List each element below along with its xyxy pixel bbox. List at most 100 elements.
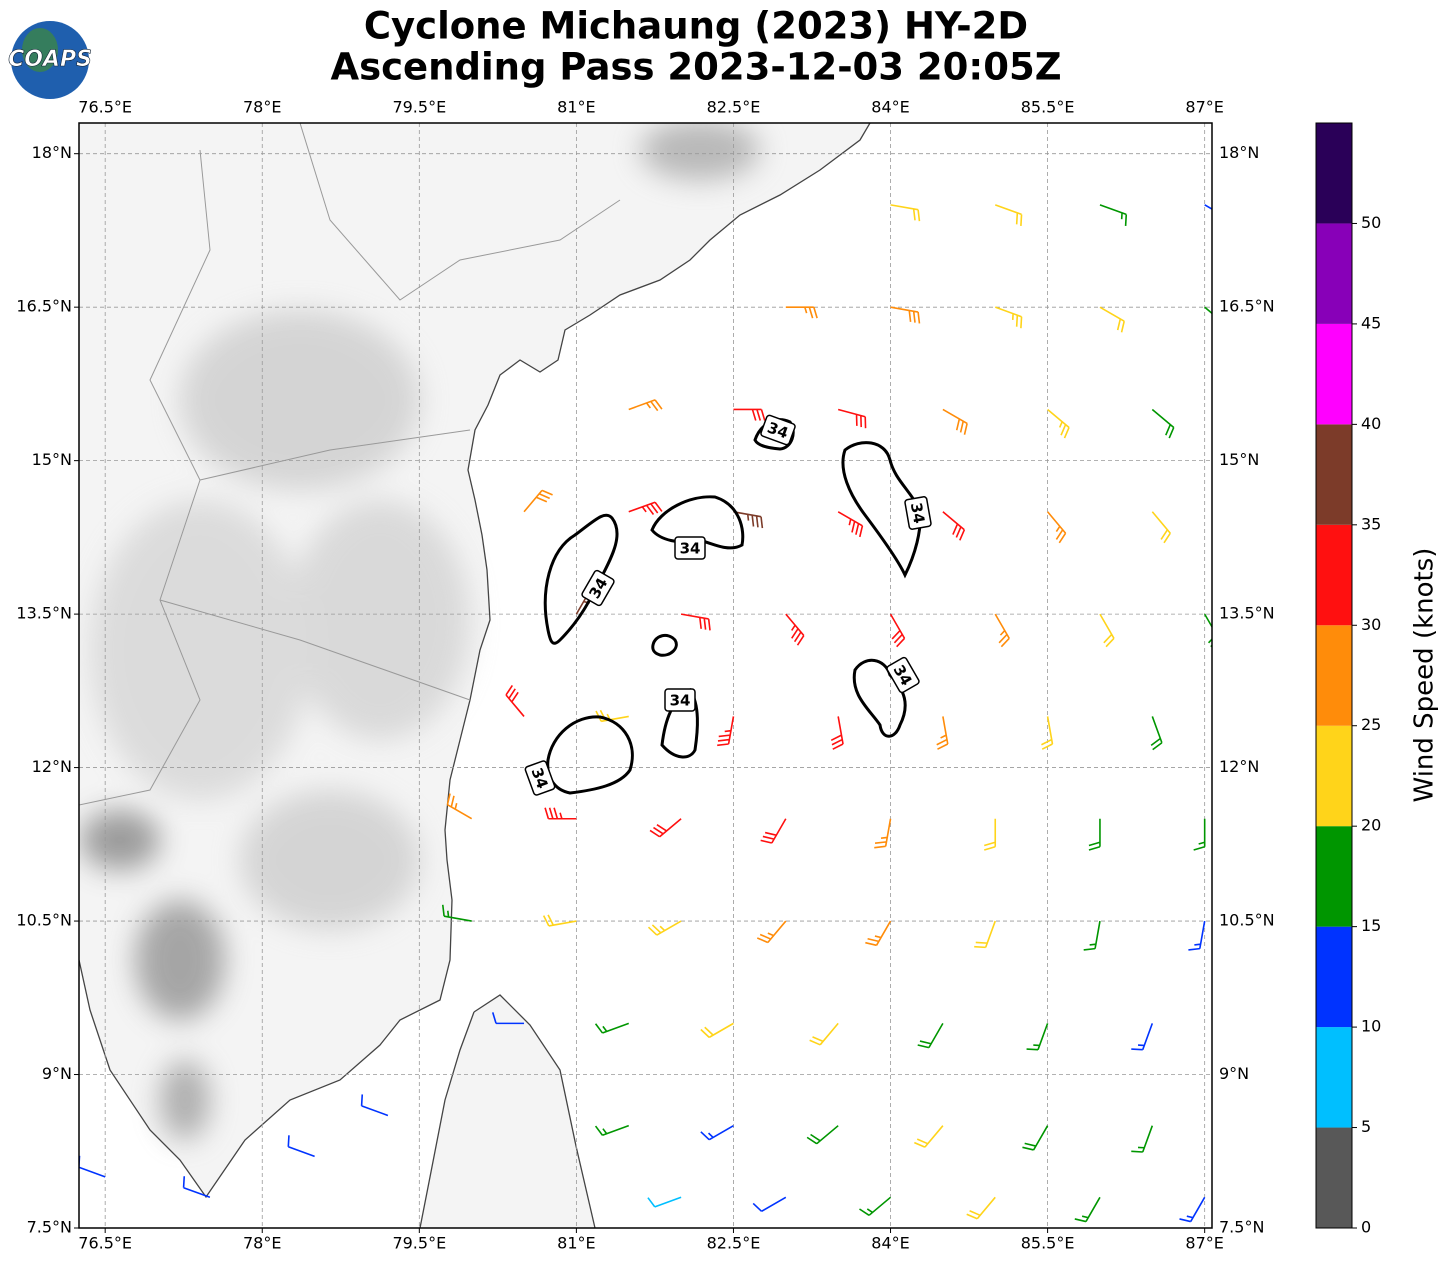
colorbar-segment <box>1316 1127 1352 1228</box>
land <box>420 995 595 1228</box>
y-tick-label: 15°N <box>1219 450 1259 469</box>
wind-barb <box>806 1125 839 1145</box>
wind-barb <box>994 613 1010 648</box>
colorbar-segment <box>1316 826 1352 927</box>
contour <box>651 633 678 657</box>
border <box>79 123 621 806</box>
wind-barb <box>966 1196 996 1220</box>
contour-label-box <box>524 760 556 796</box>
wind-barb <box>1204 306 1212 315</box>
wind-barb <box>1131 1023 1154 1051</box>
wind-barb <box>717 716 735 747</box>
y-tick-label: 7.5°N <box>27 1218 72 1237</box>
wind-barb <box>594 1124 630 1137</box>
wind-barb <box>647 1196 682 1208</box>
grid: 76.5°E 76.5°E 78°E 78°E 79.5°E 79.5°E 81°E 81°E… <box>16 98 1274 1253</box>
colorbar-segment <box>1316 323 1352 425</box>
colorbar-segment <box>1316 1027 1352 1128</box>
contour <box>543 513 619 645</box>
wind-barb <box>544 807 577 820</box>
wind-barb <box>628 399 663 412</box>
colorbar-segment <box>1316 524 1352 626</box>
wind-barb <box>523 489 553 513</box>
x-tick-label: 85.5°E <box>1021 1234 1075 1253</box>
y-tick-label: 13.5°N <box>1219 604 1275 623</box>
wind-barb <box>837 408 867 429</box>
contour-label-box <box>674 536 706 560</box>
wind-barb <box>628 501 663 515</box>
contour-label: 34 <box>664 688 696 712</box>
colorbar-tick-label: 10 <box>1361 1017 1381 1036</box>
wind-barb <box>1047 408 1070 439</box>
colorbar-label: Wind Speed (knots) <box>1410 548 1440 803</box>
wind-barb <box>1204 204 1212 211</box>
colorbar-tick-label: 20 <box>1361 816 1381 835</box>
wind-barb <box>974 920 996 949</box>
wind-barb <box>1131 1125 1154 1153</box>
wind-barb <box>865 920 892 947</box>
contour-label-box <box>664 688 696 712</box>
contour-label-box <box>760 414 796 446</box>
wind-barb <box>1151 408 1175 439</box>
colorbar-tick-label: 45 <box>1361 313 1381 332</box>
contour-label: 34 <box>760 414 796 446</box>
wind-barb <box>182 1176 211 1199</box>
wind-barb <box>752 1196 787 1213</box>
subtitle: Ascending Pass 2023-12-03 20:05Z <box>330 46 1061 89</box>
wind-barb <box>914 1125 944 1148</box>
wind-barb <box>1074 1196 1101 1223</box>
wind-barb <box>942 408 968 435</box>
x-tick-label: 79.5°E <box>392 98 446 117</box>
wind-barb <box>830 716 844 750</box>
wind-barb <box>889 613 906 648</box>
wind-barb <box>1099 204 1128 226</box>
wind-barb <box>360 1094 389 1117</box>
wind-barb <box>936 716 949 750</box>
wind-barb <box>785 306 818 319</box>
title: Cyclone Michaung (2023) HY-2D <box>364 5 1028 48</box>
wind-barb <box>1151 511 1171 544</box>
wind-barb <box>890 204 921 222</box>
contour-label-text: 34 <box>670 692 691 710</box>
contour-label-text: 34 <box>907 501 928 525</box>
colorbar-segment <box>1316 223 1352 324</box>
x-tick-label: 76.5°E <box>78 98 132 117</box>
colorbar-tick-label: 35 <box>1361 514 1381 533</box>
x-tick-label: 84°E <box>871 1234 909 1253</box>
contour <box>852 659 907 738</box>
wind-barb <box>1083 920 1101 951</box>
y-tick-label: 18°N <box>1219 143 1259 162</box>
x-tick-label: 81°E <box>557 98 595 117</box>
contour-label-text: 34 <box>680 540 701 558</box>
x-tick-label: 85.5°E <box>1021 98 1075 117</box>
y-tick-label: 7.5°N <box>1219 1218 1264 1237</box>
wind-barb <box>505 684 525 717</box>
wind-barb <box>647 920 682 936</box>
y-tick-label: 10.5°N <box>16 911 72 930</box>
y-tick-label: 16.5°N <box>16 297 72 316</box>
wind-barb <box>700 1124 734 1141</box>
x-tick-label: 76.5°E <box>78 1234 132 1253</box>
x-tick-label: 82.5°E <box>707 98 761 117</box>
wind-barb <box>649 818 682 838</box>
contour-label-box <box>886 656 920 694</box>
wind-barb <box>733 511 764 529</box>
map-background <box>79 123 1212 1228</box>
wind-barb <box>874 818 892 849</box>
colorbar-segment <box>1316 625 1352 726</box>
logo-text: COAPS <box>8 47 92 72</box>
colorbar-tick-label: 40 <box>1361 414 1381 433</box>
wind-barb <box>994 306 1023 329</box>
contour-label: 34 <box>674 536 706 560</box>
wind-barb <box>1188 920 1206 951</box>
wind-barb <box>917 1022 944 1049</box>
colorbar-segment <box>1316 123 1352 224</box>
x-tick-label: 78°E <box>243 98 281 117</box>
wind-barb <box>287 1135 315 1158</box>
wind-barb <box>1150 716 1163 751</box>
contour <box>546 715 634 795</box>
wind-barb <box>942 511 966 541</box>
wind-barb <box>542 914 577 927</box>
